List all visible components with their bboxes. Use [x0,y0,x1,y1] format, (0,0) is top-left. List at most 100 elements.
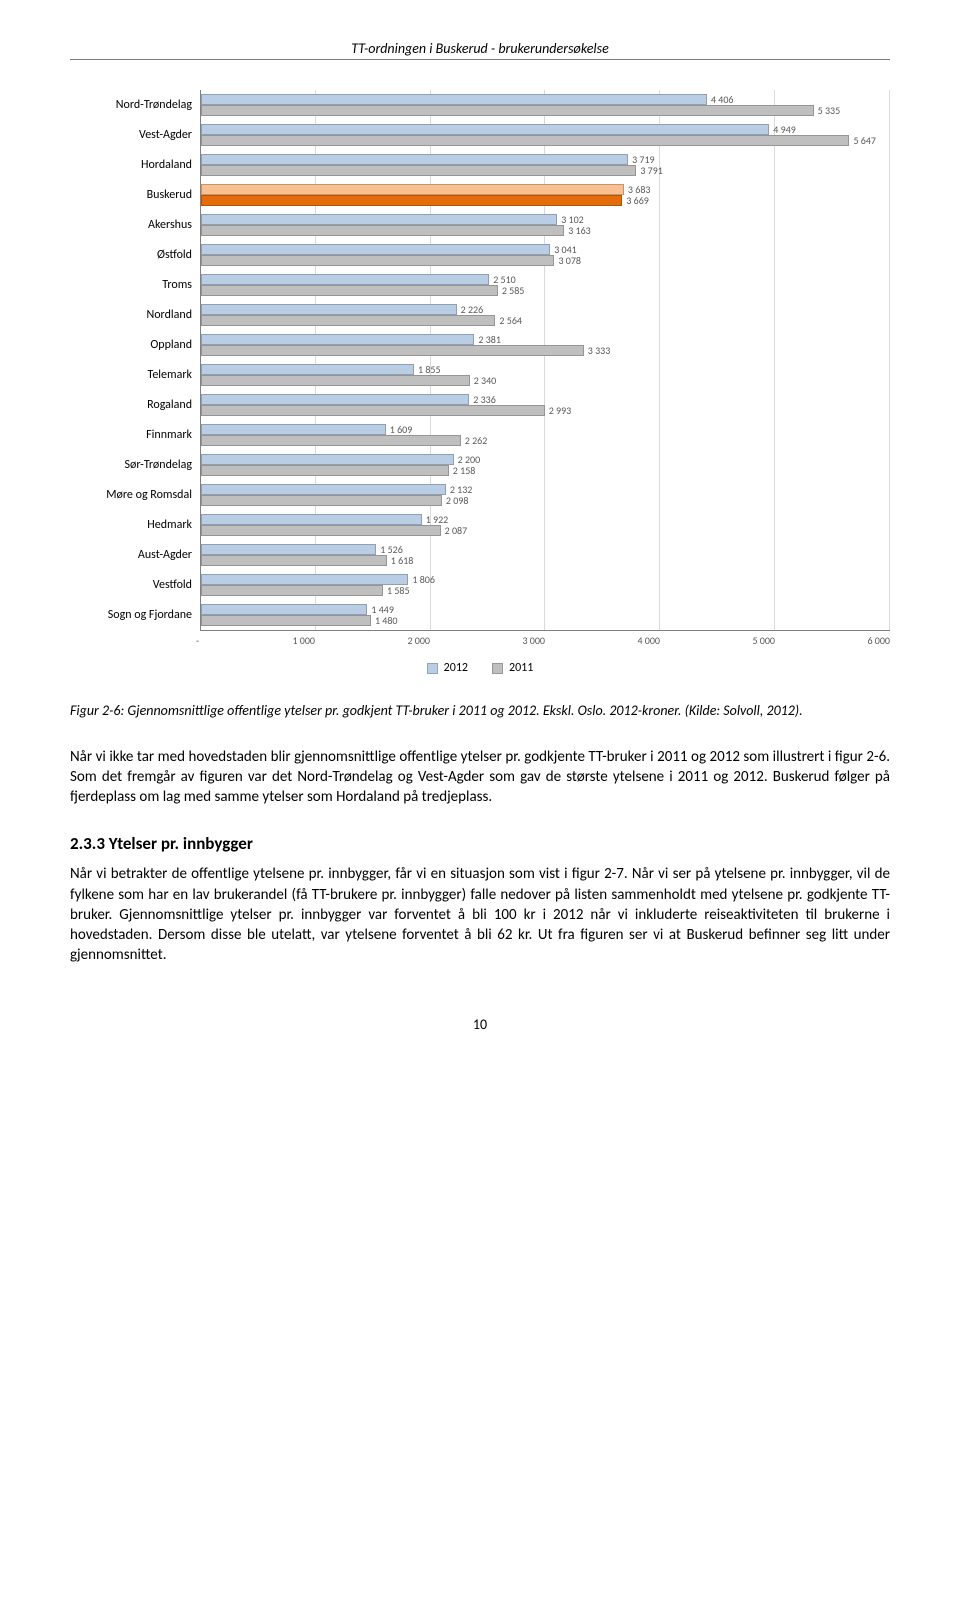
chart-bar-group: 2 2002 158 [201,450,890,480]
chart-bar [201,285,498,296]
chart-bar [201,424,386,435]
chart-bar [201,334,474,345]
chart-bar [201,195,622,206]
chart-bar [201,214,557,225]
chart-bar [201,244,550,255]
chart-bar-group: 4 4065 335 [201,90,890,120]
chart-category-label: Møre og Romsdal [70,480,192,510]
chart-bar [201,375,470,386]
legend-label: 2011 [509,661,533,675]
chart-bar-value: 3 333 [588,344,611,357]
page-number: 10 [70,1016,890,1033]
chart-bar [201,154,628,165]
chart-bar [201,525,441,536]
chart-bar [201,184,624,195]
chart-bar [201,135,849,146]
chart-bar-group: 2 2262 564 [201,300,890,330]
chart-category-label: Aust-Agder [70,540,192,570]
chart-bar [201,484,446,495]
chart-bar [201,105,814,116]
x-tick: 3 000 [430,634,545,647]
chart-bar [201,544,376,555]
chart-category-label: Sør-Trøndelag [70,450,192,480]
x-tick: 2 000 [315,634,430,647]
chart-bar [201,435,461,446]
chart-bar [201,94,707,105]
chart-bar-value: 1 618 [391,554,414,567]
chart-bar-group: 1 9222 087 [201,510,890,540]
legend-item: 2011 [492,661,533,675]
chart-category-label: Buskerud [70,180,192,210]
chart-bar-group: 2 1322 098 [201,480,890,510]
chart-bar-value: 1 585 [387,584,410,597]
chart-bar [201,315,495,326]
header-rule [70,59,890,60]
chart-bar [201,495,442,506]
chart-bar-value: 1 480 [375,614,398,627]
chart-bar [201,604,367,615]
chart-plot-area: 4 4065 3354 9495 6473 7193 7913 6833 669… [200,90,890,631]
x-tick: 4 000 [545,634,660,647]
x-tick: 6 000 [775,634,890,647]
chart-x-axis: -1 0002 0003 0004 0005 0006 000 [200,631,890,647]
chart-bar [201,225,564,236]
chart-bar-group: 1 6092 262 [201,420,890,450]
chart-bar-group: 1 5261 618 [201,540,890,570]
chart-bar [201,615,371,626]
chart-bar [201,454,454,465]
chart-category-label: Telemark [70,360,192,390]
chart-category-label: Finnmark [70,420,192,450]
chart-category-label: Sogn og Fjordane [70,600,192,630]
chart-category-label: Vestfold [70,570,192,600]
chart-bar-value: 2 340 [474,374,497,387]
chart-bar-group: 3 7193 791 [201,150,890,180]
chart-bar-value: 2 564 [499,314,522,327]
chart-bar-value: 2 087 [445,524,468,537]
chart-category-labels: Nord-TrøndelagVest-AgderHordalandBuskeru… [70,90,200,631]
chart-bar [201,304,457,315]
legend-swatch [427,663,438,674]
chart-bar-group: 1 8552 340 [201,360,890,390]
chart-bars: 4 4065 3354 9495 6473 7193 7913 6833 669… [201,90,890,630]
paragraph-2: Når vi betrakter de offentlige ytelsene … [70,864,890,965]
chart-bar-group: 3 1023 163 [201,210,890,240]
chart-bar-group: 3 6833 669 [201,180,890,210]
chart-category-label: Østfold [70,240,192,270]
chart-bar [201,394,469,405]
chart-bar-value: 2 158 [453,464,476,477]
chart-bar-value: 5 647 [853,134,876,147]
x-tick: 5 000 [660,634,775,647]
chart-bar-value: 3 669 [626,194,649,207]
chart-bar-value: 3 163 [568,224,591,237]
chart-bar [201,124,769,135]
chart-bar-value: 3 791 [640,164,663,177]
chart-bar-value: 3 078 [558,254,581,267]
chart-bar-group: 2 5102 585 [201,270,890,300]
chart-bar-group: 2 3813 333 [201,330,890,360]
chart-category-label: Vest-Agder [70,120,192,150]
chart-bar-group: 1 8061 585 [201,570,890,600]
figure-caption: Figur 2-6: Gjennomsnittlige offentlige y… [70,702,890,719]
section-heading: 2.3.3 Ytelser pr. innbygger [70,833,890,854]
chart-category-label: Nordland [70,300,192,330]
chart-bar [201,255,554,266]
chart-category-label: Nord-Trøndelag [70,90,192,120]
paragraph-1: Når vi ikke tar med hovedstaden blir gje… [70,747,890,808]
chart-bar [201,405,545,416]
chart-bar [201,514,422,525]
chart-bar-group: 2 3362 993 [201,390,890,420]
legend-swatch [492,663,503,674]
chart-bar [201,585,383,596]
page-header-title: TT-ordningen i Buskerud - brukerundersøk… [70,40,890,57]
chart-bar-value: 2 098 [446,494,469,507]
chart-bar [201,555,387,566]
chart-bar [201,364,414,375]
chart-category-label: Hordaland [70,150,192,180]
chart-bar [201,165,636,176]
chart-bar-value: 5 335 [818,104,841,117]
x-tick: - [196,634,199,647]
chart-category-label: Rogaland [70,390,192,420]
chart-bar-group: 1 4491 480 [201,600,890,630]
chart-category-label: Akershus [70,210,192,240]
chart-bar-value: 2 262 [465,434,488,447]
